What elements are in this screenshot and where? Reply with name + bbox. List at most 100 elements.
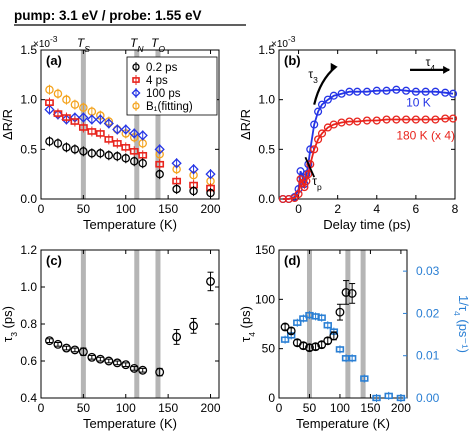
panel-b-xtick-label-3: 6	[413, 202, 420, 216]
panel-a-series-2-point-5	[86, 114, 97, 125]
panel-c-point-9	[121, 360, 131, 370]
panel-a-series-1-point-0	[45, 99, 54, 106]
panel-d-ytick-label-1: 50	[262, 342, 276, 356]
panel-b-series-1-point-11	[314, 135, 323, 144]
panel-c-ylabel: τ3 (ps)	[0, 306, 19, 342]
panel-a-legend-label-3: B₁(fitting)	[146, 101, 193, 113]
panel-c-point-4	[78, 347, 88, 357]
panel-a-xlabel: Temperature (K)	[83, 217, 177, 232]
panel-a-series-2-point-11	[137, 130, 148, 141]
panel-c-point-8	[112, 358, 122, 368]
panel-a-series-1-point-13	[172, 177, 182, 185]
panel-d-ylabel: τ4 (ps)	[238, 306, 257, 342]
panel-a-series-3-point-3	[70, 100, 80, 109]
panel-c-point-6	[95, 354, 105, 364]
panel-a-xtick-label-2: 100	[116, 202, 136, 216]
panel-d-right-point-11	[347, 355, 357, 362]
panel-d-xtick-label-1: 50	[303, 401, 317, 415]
figure-header: pump: 3.1 eV / probe: 1.55 eV	[14, 8, 202, 23]
panel-a-ytick-label-3: 1.5	[20, 43, 37, 57]
panel-a-series-2-point-7	[103, 118, 114, 129]
panel-a-legend-label-0: 0.2 ps	[146, 62, 178, 74]
panel-a-legend-marker-3	[132, 102, 140, 110]
panel-c-frame	[40, 249, 220, 399]
panel-a-series-3-point-2	[62, 95, 71, 104]
panel-c-series-0	[45, 271, 215, 377]
panel-d-left-point-0	[280, 322, 290, 332]
panel-d-left-point-3	[298, 341, 308, 351]
panel-b-series-0-point-13	[323, 95, 332, 104]
panel-c-xtick-label-4: 200	[201, 401, 221, 415]
panel-b-ytick-label-3: 1.5	[258, 43, 275, 57]
panel-a-series-2-point-4	[78, 112, 89, 123]
panel-a-series-2	[44, 104, 216, 180]
panel-c-point-0	[45, 336, 54, 346]
panel-a-series-0-point-7	[104, 151, 114, 160]
panel-a-series-1-point-1	[53, 110, 63, 117]
panel-c-panel-label: (c)	[46, 253, 62, 268]
panel-b-xlabel: Delay time (ps)	[323, 217, 410, 232]
panel-c-point-14	[189, 321, 199, 331]
panel-d-y2tick-label-2: 0.02	[416, 306, 440, 320]
panel-a-series-1-point-9	[121, 144, 131, 151]
panel-c-ytick-label-4: 1.2	[20, 243, 37, 257]
panel-d-xtick-label-3: 150	[360, 401, 380, 415]
panel-c-point-1	[53, 339, 63, 349]
panel-d-xtick-label-2: 100	[330, 401, 350, 415]
panel-a-series-0-point-11	[138, 158, 147, 168]
panel-a-transition-band-1	[134, 50, 140, 199]
panel-a-series-0-point-0	[45, 137, 54, 146]
panel-a-xtick-label-3: 150	[158, 202, 178, 216]
panel-a-series-0-point-2	[62, 143, 71, 152]
panel-c-xtick-label-1: 50	[77, 401, 91, 415]
panel-c-xtick-label-3: 150	[158, 401, 178, 415]
panel-b-tau3-label: τ3	[308, 67, 318, 85]
panel-b-tau4-label: τ4	[426, 55, 436, 73]
panel-c-point-13	[172, 332, 182, 342]
panel-a-series-0-point-8	[113, 152, 122, 161]
panel-c: 0 50 100 150 200 0.4 0.6 0.8 1.0 1.2 Temperature (…	[0, 243, 221, 431]
panel-d-left-point-8	[329, 331, 339, 341]
panel-a-series-2-point-10	[129, 128, 140, 139]
panel-c-point-15	[206, 277, 215, 286]
panel-c-point-2	[61, 343, 71, 353]
panel-a-series-0-point-10	[129, 157, 139, 166]
panel-c-transition-band-0	[80, 250, 86, 398]
panel-b-taup-label: τp	[312, 174, 322, 192]
panel-a-transition-band-2	[155, 50, 161, 199]
panel-a-xtick-label-0: 0	[38, 202, 45, 216]
panel-b: 0 2 4 6 8 0.0 0.5 1.0 1.5 Delay time (ps) ΔR/R (b) ×…	[238, 34, 459, 232]
panel-a-ytick-label-0: 0.0	[20, 192, 37, 206]
panel-b-xtick-label-1: 2	[334, 202, 341, 216]
panel-b-ylabel-group: ΔR/R	[238, 109, 253, 140]
panel-c-point-3	[70, 345, 80, 355]
panel-a-series-1-point-8	[112, 140, 122, 147]
panel-a-xtick-label-1: 50	[77, 202, 91, 216]
panel-d-panel-label: (d)	[284, 253, 301, 268]
panel-a-transition-label-1: TN	[130, 36, 144, 54]
panel-d-y2tick-label-3: 0.03	[416, 264, 440, 278]
panel-a-series-1-point-10	[129, 148, 139, 155]
panel-c-transition-band-1	[134, 250, 140, 398]
panel-d-left-point-10	[341, 287, 351, 297]
panel-b-xtick-label-2: 4	[373, 202, 380, 216]
panel-a-ylabel: ΔR/R	[0, 109, 15, 140]
panel-c-xlabel: Temperature (K)	[83, 416, 177, 431]
panel-a-series-1-point-4	[78, 124, 88, 131]
panel-b-taup-arrow	[304, 156, 316, 178]
panel-d-left-point-9	[335, 307, 345, 317]
panel-a-ytick-label-1: 0.5	[20, 142, 37, 156]
panel-d-y2label: 1/τ4 (ps⁻¹)	[452, 295, 470, 353]
panel-a-legend-marker-1	[132, 77, 140, 83]
panel-a-series-2-point-12	[154, 144, 165, 155]
panel-d-series-left	[280, 280, 357, 353]
panel-d-xtick-label-4: 200	[391, 401, 411, 415]
panel-a-series-2-point-14	[188, 164, 199, 175]
panel-d-xtick-label-0: 0	[276, 401, 283, 415]
panel-b-xtick-label-4: 8	[452, 202, 459, 216]
panel-c-point-5	[87, 352, 97, 362]
panel-c-ytick-label-0: 0.4	[20, 391, 37, 405]
